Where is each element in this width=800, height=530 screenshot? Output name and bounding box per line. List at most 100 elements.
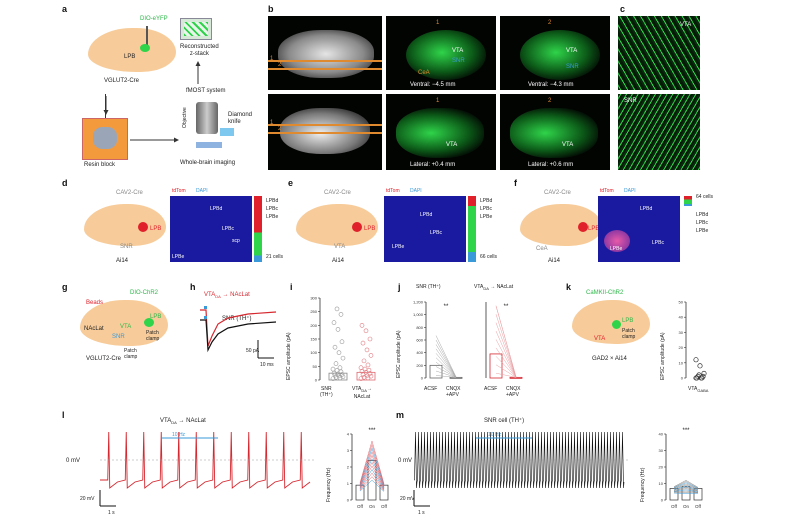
chart-m-bar — [693, 488, 703, 501]
chart-j1-pair-line — [435, 361, 457, 378]
m-title: SNR cell (TH⁺) — [484, 418, 525, 424]
panel-c-letter: c — [620, 4, 626, 14]
lpb-label-f: LPB — [588, 226, 600, 232]
chart-m-xtick: Off — [671, 504, 678, 509]
panel-d-letter: d — [62, 178, 68, 188]
i-point — [360, 372, 366, 377]
i-point — [332, 344, 338, 350]
mouse-label-d: Ai14 — [116, 258, 129, 264]
slice-1-label: 1 — [270, 56, 274, 62]
chart-m-cell-line — [673, 482, 699, 489]
chart-l-cell-line — [359, 461, 385, 489]
section-num-1-lower: 1 — [436, 98, 440, 104]
objective-graphic — [196, 102, 218, 134]
vta-label-b3: VTA — [446, 142, 458, 148]
lpbc-label-f: LPBc — [652, 240, 664, 246]
k-tick-label: 30 — [679, 330, 684, 335]
histology-f — [598, 196, 680, 262]
chart-l-cell-line — [359, 469, 385, 490]
m-stim-label: 10 Hz — [488, 432, 502, 438]
mouse-label-e: Ai14 — [332, 258, 345, 264]
snr-label-b2: SNR — [566, 64, 579, 70]
chart-l-cell-line — [359, 450, 385, 486]
chart-j1-tick-label: 0 — [421, 376, 424, 381]
chart-l-xtick: On — [369, 504, 376, 509]
l-ylabel: Frequency (Hz) — [326, 467, 332, 502]
m-scale-mv: 20 mV — [400, 496, 415, 502]
legend-f-1: LPBd — [696, 212, 709, 218]
k-point — [701, 370, 707, 376]
chart-j2-bar-cnqx — [509, 376, 523, 379]
virus-label: DIO-eYFP — [140, 16, 168, 22]
i-point — [338, 312, 344, 317]
chart-l-cell-line — [359, 440, 385, 484]
chart-j2-pair-line — [495, 347, 517, 378]
chart-j2-pair-line — [495, 314, 517, 377]
panel-b-letter: b — [268, 4, 274, 14]
lateral-section-1 — [386, 94, 496, 170]
i-cat1: SNR (TH⁺) — [320, 386, 333, 398]
chart-j1-pair-line — [435, 335, 457, 377]
chart-l-xtick: Off — [357, 504, 364, 509]
k-tick-label: 50 — [679, 300, 684, 305]
legend-e-2: LPBc — [480, 206, 492, 212]
voltage-trace-l — [99, 431, 315, 507]
chart-l-sig: *** — [368, 428, 376, 434]
k-tick-label: 0 — [681, 376, 684, 381]
vta-label-b2: VTA — [566, 48, 578, 54]
l-0mv: 0 mV — [66, 458, 81, 464]
histology-e — [384, 196, 466, 262]
mouse-brain-k — [572, 300, 650, 344]
chart-l-cell-line — [359, 443, 385, 485]
chart-j1-tick-label: 1,200 — [413, 300, 424, 305]
vta-label-k: VTA — [594, 336, 606, 342]
chart-j2-pair-line — [495, 322, 517, 378]
chart-m-tick-label: 0 — [661, 498, 664, 503]
chart-j2-pair-line — [495, 372, 517, 378]
i-point — [358, 365, 364, 370]
k-ylabel: EPSC amplitude (pA) — [660, 332, 666, 380]
m-scale-s: 1 s — [418, 510, 425, 516]
panel-k-letter: k — [566, 282, 572, 292]
virus-label-d: CAV2-Cre — [116, 190, 143, 196]
chart-m-cell-line — [673, 481, 699, 489]
chart-l: 0 1 2 3 4 Off On Off *** — [347, 428, 389, 509]
trace-l-path — [100, 431, 311, 489]
tdtom-label-d: tdTom — [172, 188, 186, 194]
j-x2-left: CNQX +APV — [446, 386, 461, 398]
i-point — [364, 347, 370, 353]
k-point — [696, 372, 702, 378]
chart-m-cell-line — [673, 480, 699, 488]
chart-m-cell-line — [673, 486, 699, 491]
dapi-label-f: DAPI — [624, 188, 636, 194]
panel-e-letter: e — [288, 178, 294, 188]
chart-j1-tick-label: 800 — [416, 325, 423, 330]
chart-m-bar — [669, 488, 679, 501]
lpbd-label-f: LPBd — [640, 206, 653, 212]
epsc-traces — [200, 306, 277, 359]
k-tick-label: 20 — [679, 345, 684, 350]
ventral-depth-1: Ventral: −4.5 mm — [410, 82, 456, 88]
chart-j1-pair-line — [435, 366, 457, 378]
chart-l-tick-label: 3 — [347, 448, 350, 453]
chart-k: 0 10 20 30 40 50 — [679, 300, 707, 381]
knife-graphic — [220, 128, 234, 136]
lateral-section-2 — [500, 94, 610, 170]
k-tick-label: 40 — [679, 315, 684, 320]
injection-pipette — [146, 26, 148, 46]
panel-f-letter: f — [514, 178, 517, 188]
j-ylabel: EPSC amplitude (pA) — [396, 330, 402, 378]
vta-label-b4: VTA — [562, 142, 574, 148]
i-point — [333, 361, 339, 366]
slice-1-label-lower: 1 — [270, 120, 274, 126]
section-num-2: 2 — [548, 20, 552, 26]
stage-graphic — [196, 142, 222, 148]
l-title: VTADA → NAcLat — [160, 418, 206, 426]
chart-l-tick-label: 4 — [347, 432, 350, 437]
i-point — [338, 369, 344, 375]
k-point — [693, 357, 699, 363]
chart-m-tick-label: 10 — [659, 481, 664, 486]
i-point — [334, 306, 340, 312]
i-point — [359, 323, 365, 328]
vta-label-g: VTA — [120, 324, 132, 330]
